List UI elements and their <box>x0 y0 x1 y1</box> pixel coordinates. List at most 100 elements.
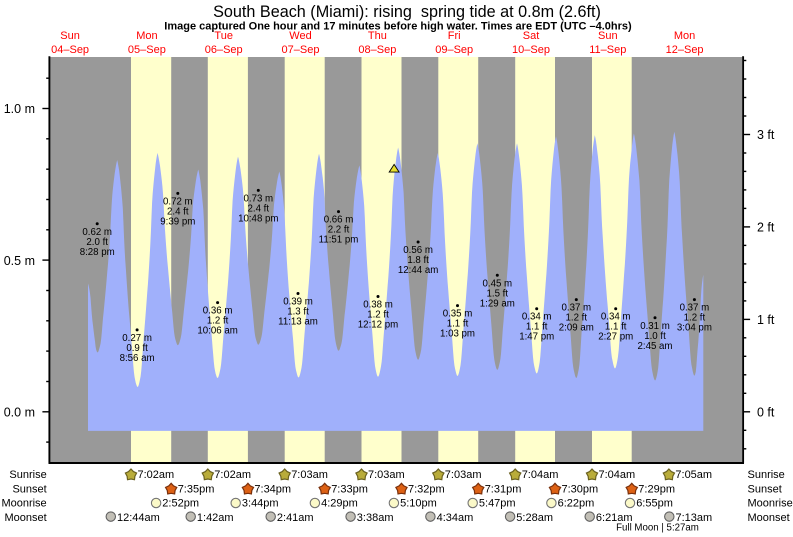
svg-text:7:02am: 7:02am <box>214 469 251 481</box>
svg-text:7:03am: 7:03am <box>291 469 328 481</box>
svg-text:7:02am: 7:02am <box>138 469 175 481</box>
svg-text:2:45 am: 2:45 am <box>637 341 672 352</box>
svg-text:South Beach (Miami): rising s: South Beach (Miami): rising spring tide … <box>213 3 601 21</box>
svg-text:Mon: Mon <box>136 30 157 42</box>
svg-text:7:04am: 7:04am <box>599 469 636 481</box>
svg-text:0.38 m: 0.38 m <box>363 300 393 311</box>
svg-text:12:12 pm: 12:12 pm <box>358 320 398 331</box>
svg-text:Sunrise: Sunrise <box>9 469 46 481</box>
svg-text:9:39 pm: 9:39 pm <box>160 216 195 227</box>
svg-text:07–Sep: 07–Sep <box>282 44 320 56</box>
svg-text:5:10pm: 5:10pm <box>400 498 437 510</box>
svg-text:1.1 ft: 1.1 ft <box>605 322 627 333</box>
svg-text:0.9 ft: 0.9 ft <box>126 343 148 354</box>
svg-text:Thu: Thu <box>368 30 387 42</box>
svg-text:1.0 m: 1.0 m <box>4 102 35 116</box>
svg-text:1.2 ft: 1.2 ft <box>207 316 229 327</box>
svg-text:2:41am: 2:41am <box>277 512 314 524</box>
svg-text:Image captured One hour and 17: Image captured One hour and 17 minutes b… <box>164 21 632 33</box>
svg-text:0.36 m: 0.36 m <box>203 306 233 317</box>
svg-text:7:05am: 7:05am <box>675 469 712 481</box>
svg-text:0.5 m: 0.5 m <box>4 254 35 268</box>
svg-text:2.2 ft: 2.2 ft <box>328 225 350 236</box>
svg-text:Wed: Wed <box>289 30 311 42</box>
svg-text:1:29 am: 1:29 am <box>480 298 515 309</box>
svg-text:8:28 pm: 8:28 pm <box>80 247 115 258</box>
svg-text:1.2 ft: 1.2 ft <box>684 313 706 324</box>
svg-text:3 ft: 3 ft <box>757 128 775 142</box>
svg-text:1:42am: 1:42am <box>197 512 234 524</box>
svg-text:5:28am: 5:28am <box>516 512 553 524</box>
svg-text:1.5 ft: 1.5 ft <box>487 288 509 299</box>
svg-text:1.1 ft: 1.1 ft <box>526 322 548 333</box>
svg-text:1:47 pm: 1:47 pm <box>519 332 554 343</box>
svg-text:12–Sep: 12–Sep <box>666 44 704 56</box>
svg-text:Tue: Tue <box>214 30 233 42</box>
svg-text:4:29pm: 4:29pm <box>321 498 358 510</box>
svg-text:Sun: Sun <box>60 30 80 42</box>
svg-text:Sun: Sun <box>598 30 618 42</box>
svg-text:7:35pm: 7:35pm <box>178 483 215 495</box>
svg-text:Sunset: Sunset <box>12 483 46 495</box>
svg-text:11:51 pm: 11:51 pm <box>319 235 359 246</box>
svg-text:0.37 m: 0.37 m <box>680 303 710 314</box>
svg-text:7:04am: 7:04am <box>522 469 559 481</box>
svg-text:08–Sep: 08–Sep <box>358 44 396 56</box>
svg-text:0.62 m: 0.62 m <box>82 227 112 238</box>
svg-text:1 ft: 1 ft <box>757 313 775 327</box>
svg-text:1:03 pm: 1:03 pm <box>440 329 475 340</box>
svg-text:Sunset: Sunset <box>748 483 782 495</box>
svg-text:2:27 pm: 2:27 pm <box>598 332 633 343</box>
svg-text:0.35 m: 0.35 m <box>443 309 473 320</box>
svg-text:7:03am: 7:03am <box>368 469 405 481</box>
svg-text:2.4 ft: 2.4 ft <box>248 203 270 214</box>
svg-text:2:52pm: 2:52pm <box>162 498 199 510</box>
svg-text:05–Sep: 05–Sep <box>128 44 166 56</box>
svg-text:09–Sep: 09–Sep <box>435 44 473 56</box>
svg-text:1.8 ft: 1.8 ft <box>407 255 429 266</box>
svg-text:Moonset: Moonset <box>748 512 790 524</box>
svg-text:1.3 ft: 1.3 ft <box>287 307 309 318</box>
svg-text:7:03am: 7:03am <box>445 469 482 481</box>
svg-text:0.56 m: 0.56 m <box>403 245 433 256</box>
svg-text:5:47pm: 5:47pm <box>479 498 516 510</box>
svg-text:Full Moon | 5:27am: Full Moon | 5:27am <box>616 523 699 534</box>
svg-text:2.4 ft: 2.4 ft <box>167 206 189 217</box>
svg-text:Moonrise: Moonrise <box>1 498 46 510</box>
svg-text:4:34am: 4:34am <box>437 512 474 524</box>
svg-text:2.0 ft: 2.0 ft <box>86 237 108 248</box>
svg-text:04–Sep: 04–Sep <box>51 44 89 56</box>
svg-text:7:29pm: 7:29pm <box>638 483 675 495</box>
svg-text:10–Sep: 10–Sep <box>512 44 550 56</box>
svg-text:0.37 m: 0.37 m <box>561 303 591 314</box>
svg-text:7:33pm: 7:33pm <box>331 483 368 495</box>
svg-text:7:32pm: 7:32pm <box>408 483 445 495</box>
svg-text:2 ft: 2 ft <box>757 221 775 235</box>
svg-text:10:06 am: 10:06 am <box>197 326 237 337</box>
svg-text:1.1 ft: 1.1 ft <box>447 319 469 330</box>
svg-text:Sat: Sat <box>523 30 540 42</box>
svg-text:6:22pm: 6:22pm <box>558 498 595 510</box>
svg-text:12:44am: 12:44am <box>117 512 160 524</box>
svg-text:0.72 m: 0.72 m <box>163 196 193 207</box>
svg-text:3:44pm: 3:44pm <box>242 498 279 510</box>
svg-text:3:04 pm: 3:04 pm <box>677 323 712 334</box>
svg-text:8:56 am: 8:56 am <box>120 353 155 364</box>
svg-text:Moonrise: Moonrise <box>748 498 793 510</box>
svg-text:1.2 ft: 1.2 ft <box>367 310 389 321</box>
svg-text:2:09 am: 2:09 am <box>559 323 594 334</box>
svg-text:0 ft: 0 ft <box>757 406 775 420</box>
svg-text:6:55pm: 6:55pm <box>636 498 673 510</box>
svg-text:Sunrise: Sunrise <box>748 469 785 481</box>
svg-text:0.39 m: 0.39 m <box>283 297 313 308</box>
svg-text:Mon: Mon <box>674 30 695 42</box>
svg-text:11–Sep: 11–Sep <box>589 44 626 56</box>
svg-text:6:21am: 6:21am <box>596 512 633 524</box>
svg-text:7:30pm: 7:30pm <box>562 483 599 495</box>
svg-text:0.27 m: 0.27 m <box>122 333 152 344</box>
svg-text:0.31 m: 0.31 m <box>640 321 670 332</box>
svg-text:0.34 m: 0.34 m <box>601 312 631 323</box>
svg-text:0.73 m: 0.73 m <box>243 193 273 204</box>
svg-text:7:31pm: 7:31pm <box>485 483 522 495</box>
svg-text:Fri: Fri <box>448 30 461 42</box>
